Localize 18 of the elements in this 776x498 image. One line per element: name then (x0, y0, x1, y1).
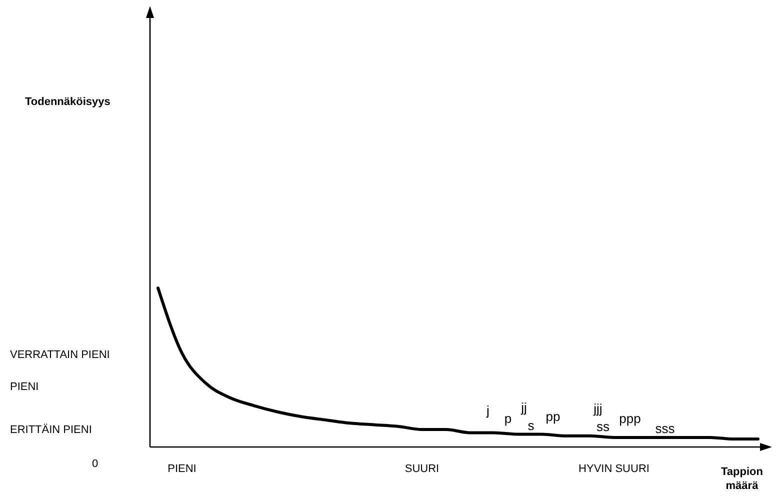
x-tick-label: PIENI (168, 463, 196, 475)
annotation: jj (520, 400, 527, 415)
text: 0 (92, 458, 98, 470)
annotation: ppp (619, 411, 641, 426)
x-tick-label: HYVIN SUURI (578, 463, 650, 475)
x-axis-title: Tappion määrä (721, 466, 764, 492)
annotation: sss (655, 421, 676, 436)
annotation: p (504, 411, 512, 426)
annotation: s (528, 418, 535, 433)
annotation: ss (596, 419, 610, 434)
annotation: jjj (592, 401, 602, 416)
annotation: j (486, 403, 490, 418)
text: VERRATTAIN PIENI (10, 349, 110, 361)
text: ERITTÄIN PIENI (10, 423, 92, 436)
annotation: pp (546, 409, 560, 424)
text: Todennäköisyys (25, 96, 110, 108)
text: PIENI (10, 381, 39, 393)
x-tick-label: SUURI (404, 463, 440, 475)
